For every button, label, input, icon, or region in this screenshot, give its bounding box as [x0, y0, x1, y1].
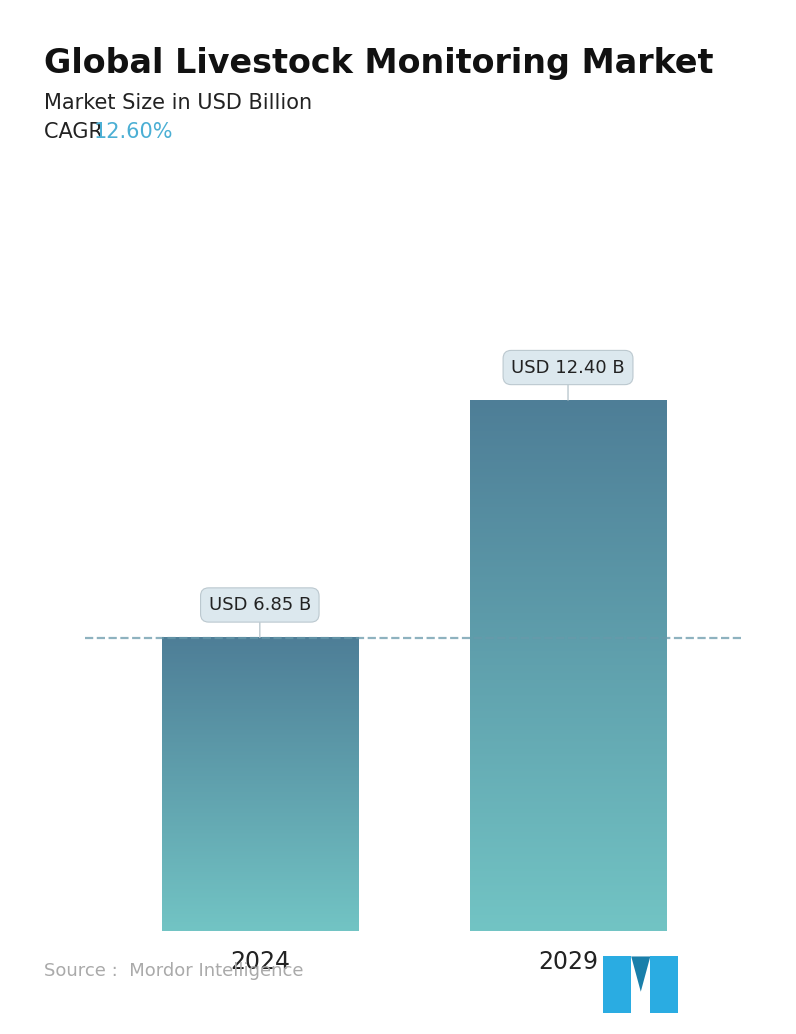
Text: USD 12.40 B: USD 12.40 B [511, 359, 625, 400]
Text: USD 6.85 B: USD 6.85 B [209, 596, 311, 638]
Polygon shape [603, 956, 631, 1013]
Polygon shape [631, 956, 650, 992]
Polygon shape [650, 956, 678, 1013]
Text: 12.60%: 12.60% [94, 122, 174, 142]
Text: Global Livestock Monitoring Market: Global Livestock Monitoring Market [44, 47, 713, 80]
Text: CAGR: CAGR [44, 122, 116, 142]
Text: Market Size in USD Billion: Market Size in USD Billion [44, 93, 312, 113]
Text: Source :  Mordor Intelligence: Source : Mordor Intelligence [44, 963, 303, 980]
